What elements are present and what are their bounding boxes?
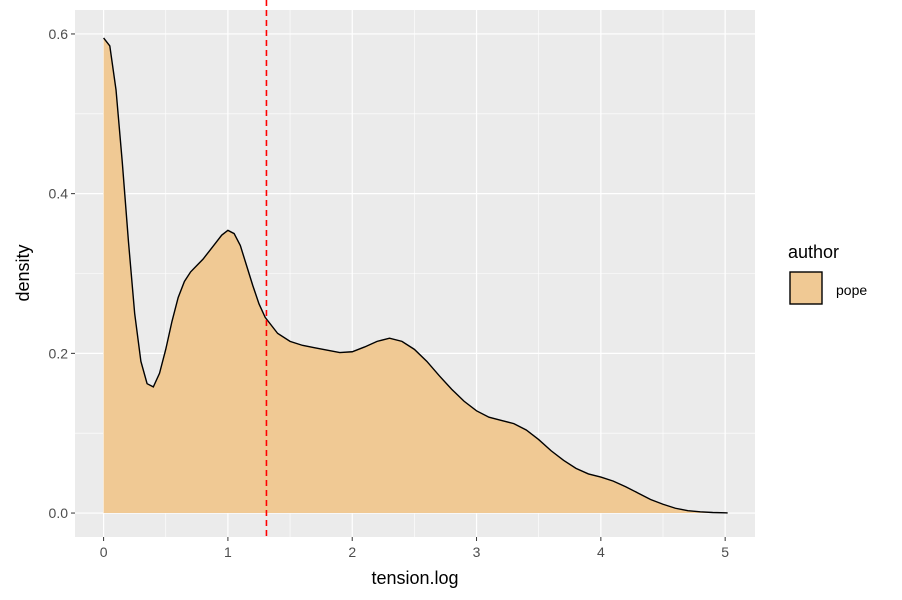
x-tick-label: 2 [348, 544, 356, 560]
y-tick-label: 0.4 [49, 186, 69, 202]
x-tick-label: 0 [100, 544, 108, 560]
legend-title: author [788, 242, 839, 262]
y-axis-ticks: 0.0 0.2 0.4 0.6 [49, 26, 75, 521]
legend-label-pope: pope [836, 282, 867, 298]
legend-key-pope [789, 271, 823, 305]
x-tick-label: 1 [224, 544, 232, 560]
y-tick-label: 0.0 [49, 505, 69, 521]
legend: author pope [788, 242, 867, 305]
density-line-pope [103, 37, 728, 514]
y-tick-label: 0.6 [49, 26, 69, 42]
y-tick-label: 0.2 [49, 345, 69, 361]
density-area-pope [103, 37, 728, 514]
y-axis-title: density [13, 244, 33, 301]
x-axis-title: tension.log [371, 568, 458, 588]
x-tick-label: 4 [597, 544, 605, 560]
x-axis-ticks: 0 1 2 3 4 5 [100, 537, 729, 560]
x-tick-label: 5 [721, 544, 729, 560]
x-tick-label: 3 [473, 544, 481, 560]
